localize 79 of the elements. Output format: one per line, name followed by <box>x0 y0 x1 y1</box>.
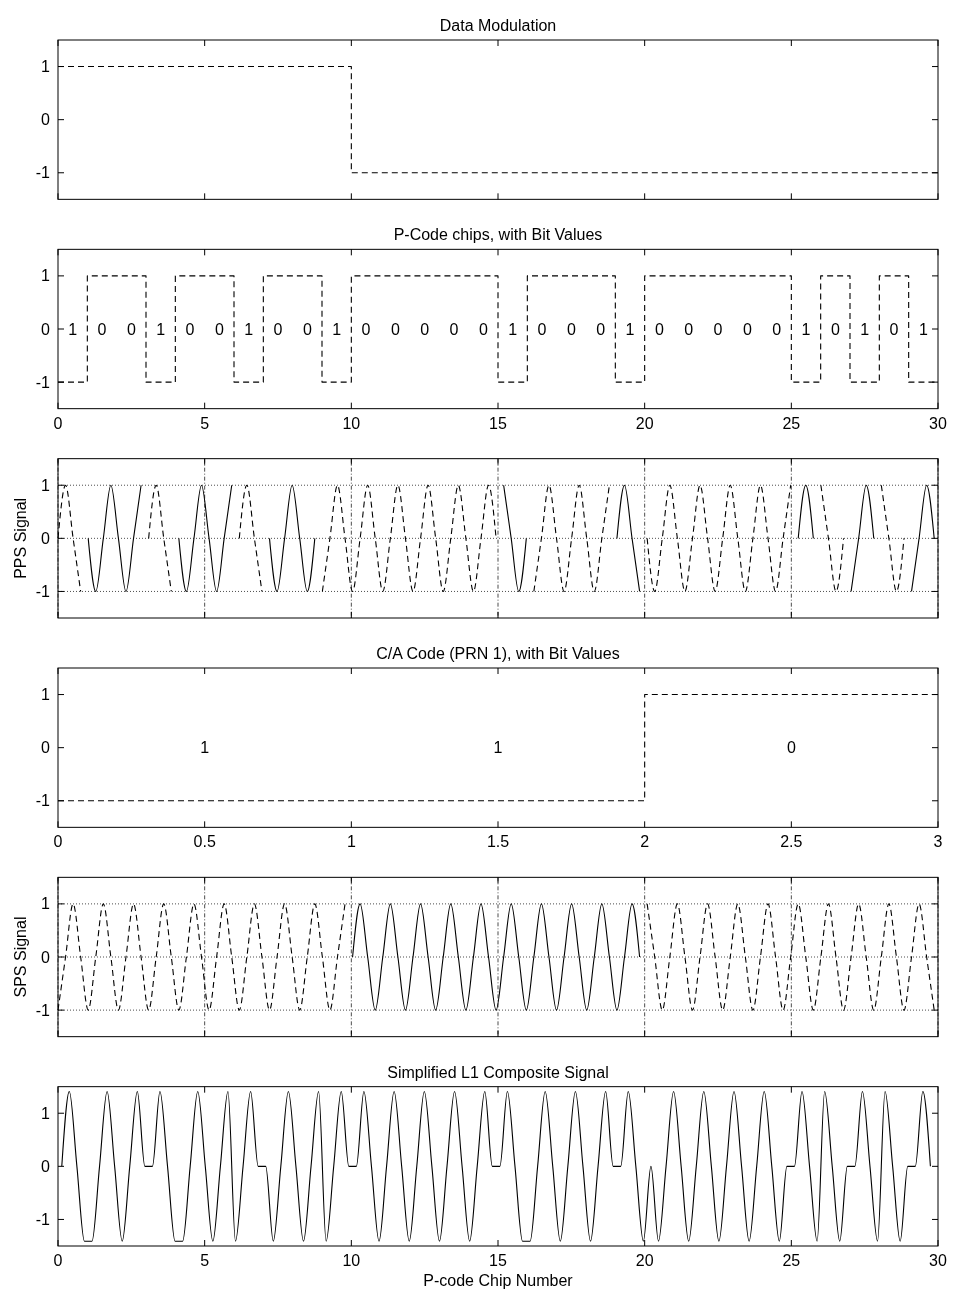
x-tick-label: 20 <box>635 414 654 432</box>
annotation: 0 <box>390 320 400 338</box>
annotation: 1 <box>508 320 518 338</box>
x-tick-label: 25 <box>782 414 801 432</box>
annotation: 0 <box>772 320 782 338</box>
annotation: 0 <box>684 320 694 338</box>
annotation: 1 <box>200 739 210 757</box>
y-tick-label: 0 <box>41 739 51 757</box>
x-tick-label: 10 <box>342 1252 361 1269</box>
annotation: 0 <box>478 320 488 338</box>
y-tick-label: 1 <box>41 267 51 285</box>
y-tick-label: 1 <box>41 686 51 704</box>
annotation: 1 <box>801 320 811 338</box>
x-tick-label: 0 <box>53 1252 63 1269</box>
annotation: 1 <box>156 320 166 338</box>
x-tick-label: 25 <box>782 1252 801 1269</box>
annotation: 1 <box>918 320 928 338</box>
annotation: 0 <box>302 320 312 338</box>
y-tick-label: 0 <box>41 320 51 338</box>
x-tick-label: 10 <box>342 414 361 432</box>
annotation: 0 <box>214 320 224 338</box>
x-tick-label: 30 <box>929 414 947 432</box>
annotation: 0 <box>596 320 606 338</box>
y-tick-label: 1 <box>41 895 51 913</box>
annotation: 0 <box>361 320 371 338</box>
annotation: 0 <box>742 320 752 338</box>
y-tick-label: -1 <box>35 583 51 601</box>
x-tick-label: 1 <box>346 833 356 851</box>
x-tick-label: 3 <box>933 833 943 851</box>
x-tick-label: 0 <box>53 414 63 432</box>
annotation: 1 <box>860 320 870 338</box>
chart-title: C/A Code (PRN 1), with Bit Values <box>376 645 620 662</box>
y-tick-label: 0 <box>41 529 51 547</box>
y-tick-label: -1 <box>35 1001 51 1019</box>
x-tick-label: 15 <box>489 1252 507 1269</box>
annotation: 0 <box>786 739 796 757</box>
chart-title: P-Code chips, with Bit Values <box>393 226 603 244</box>
y-tick-label: 0 <box>41 948 51 966</box>
y-tick-label: 1 <box>41 476 51 494</box>
annotation: 0 <box>830 320 840 338</box>
annotation: 0 <box>126 320 136 338</box>
y-tick-label: 0 <box>41 1157 51 1175</box>
annotation: 1 <box>493 739 503 757</box>
x-tick-label: 5 <box>200 1252 210 1269</box>
x-tick-label: 2.5 <box>780 833 803 851</box>
y-tick-label: 1 <box>41 58 51 76</box>
y-tick-label: -1 <box>35 164 51 182</box>
x-tick-label: 0 <box>53 833 63 851</box>
annotation: 1 <box>68 320 78 338</box>
y-axis-title: PPS Signal <box>12 497 29 579</box>
annotation: 0 <box>537 320 547 338</box>
y-axis-title: SPS Signal <box>12 916 29 998</box>
y-tick-label: 1 <box>41 1104 51 1122</box>
annotation: 0 <box>566 320 576 338</box>
y-tick-label: -1 <box>35 373 51 391</box>
x-axis-title: P-code Chip Number <box>423 1272 574 1289</box>
annotation: 1 <box>332 320 342 338</box>
y-tick-label: -1 <box>35 792 51 810</box>
annotation: 0 <box>273 320 283 338</box>
x-tick-label: 5 <box>200 414 210 432</box>
x-tick-label: 20 <box>635 1252 654 1269</box>
x-tick-label: 1.5 <box>486 833 510 851</box>
x-tick-label: 2 <box>640 833 650 851</box>
annotation: 0 <box>420 320 430 338</box>
annotation: 0 <box>654 320 664 338</box>
chart-title: Data Modulation <box>439 17 557 34</box>
chart-title: Simplified L1 Composite Signal <box>387 1063 609 1081</box>
x-tick-label: 0.5 <box>193 833 216 851</box>
annotation: 0 <box>185 320 195 338</box>
annotation: 0 <box>713 320 723 338</box>
y-tick-label: -1 <box>35 1211 51 1229</box>
x-tick-label: 15 <box>489 414 507 432</box>
annotation: 0 <box>889 320 899 338</box>
annotation: 0 <box>97 320 107 338</box>
y-tick-label: 0 <box>41 111 51 129</box>
x-tick-label: 30 <box>929 1252 947 1269</box>
annotation: 1 <box>244 320 254 338</box>
annotation: 0 <box>449 320 459 338</box>
annotation: 1 <box>625 320 635 338</box>
